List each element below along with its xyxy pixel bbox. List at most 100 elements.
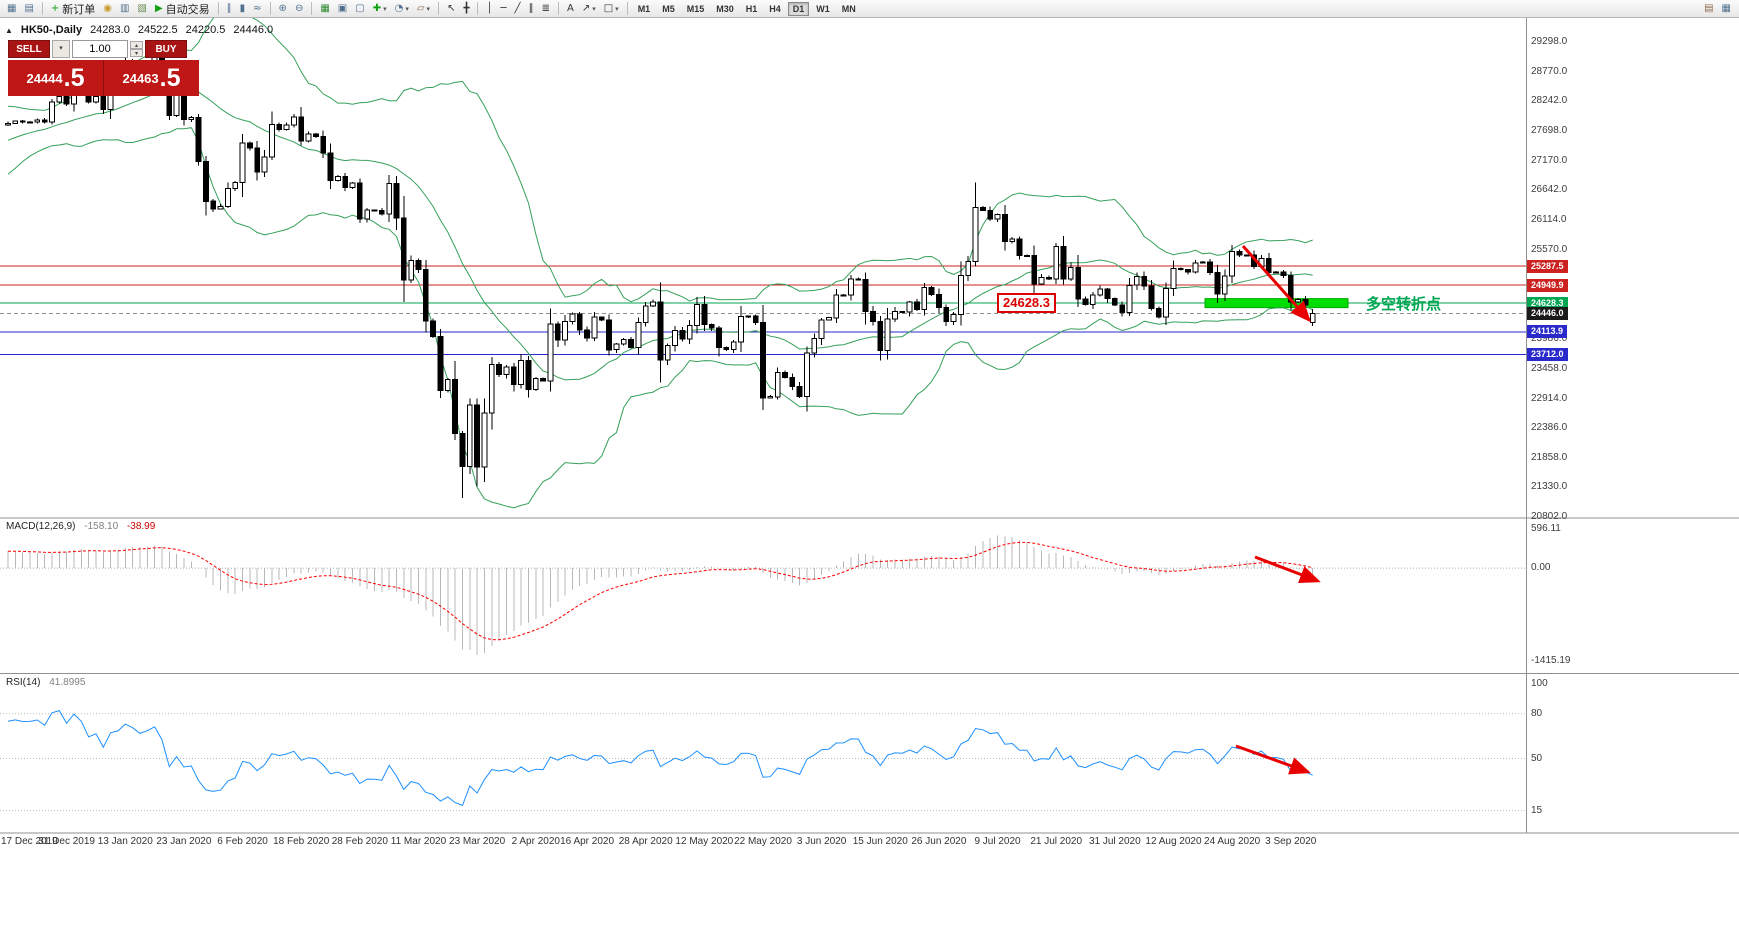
crosshair-icon[interactable]: ╋: [460, 1, 472, 16]
timeframe-button-m30[interactable]: M30: [716, 3, 734, 14]
arrows-icon: ↗: [581, 3, 591, 14]
date-axis-label: 23 Jan 2020: [156, 836, 212, 847]
timeframe-button-m15[interactable]: M15: [686, 3, 705, 14]
toolbar-separator: [557, 2, 559, 15]
zoom-in-icon: ⊕: [278, 3, 287, 14]
economic-calendar-icon[interactable]: ▦: [1719, 1, 1734, 16]
price-axis-label: 29298.0: [1531, 36, 1568, 47]
sell-price-panel[interactable]: 24444.5: [8, 60, 104, 96]
cursor-icon[interactable]: ↖: [444, 1, 458, 16]
volume-dropdown-icon[interactable]: ▾: [52, 40, 70, 58]
sell-button[interactable]: SELL: [8, 40, 50, 58]
timeframe-button-m5[interactable]: M5: [662, 3, 675, 14]
line-chart-icon[interactable]: ≈: [250, 1, 264, 16]
rsi-value: 41.8995: [49, 677, 86, 688]
date-axis-label: 18 Feb 2020: [273, 836, 330, 847]
zoom-out-icon[interactable]: ⊖: [292, 1, 306, 16]
volume-input[interactable]: [72, 40, 128, 58]
shapes-icon[interactable]: □ ▾: [601, 1, 622, 16]
buy-button[interactable]: BUY: [145, 40, 187, 58]
price-tag: 24113.9: [1527, 325, 1568, 339]
highlight-zone: [1204, 298, 1349, 309]
zoom-in-icon[interactable]: ⊕: [276, 1, 290, 16]
rsi-name: RSI(14): [6, 677, 41, 688]
autotrading-button-label: 自动交易: [165, 3, 210, 16]
horizontal-line-icon: ─: [500, 3, 507, 14]
periods-button[interactable]: ◔ ▾: [392, 1, 412, 16]
new-chart-icon: ▦: [7, 3, 17, 14]
date-axis-label: 16 Apr 2020: [560, 836, 615, 847]
new-order-button[interactable]: + 新订单: [48, 1, 98, 16]
templates-button[interactable]: ▱ ▾: [414, 1, 433, 16]
templates-button-dropdown-icon[interactable]: ▾: [426, 5, 431, 13]
date-axis-label: 3 Jun 2020: [796, 836, 847, 847]
templates-button: ▱: [416, 3, 425, 14]
ohlc-close: 24446.0: [233, 24, 274, 36]
timeframe-button-m1[interactable]: M1: [637, 3, 651, 14]
navigator-icon[interactable]: ▧: [134, 1, 149, 16]
timeframe-button-h1[interactable]: H1: [745, 3, 758, 14]
price-tag: 23712.0: [1527, 347, 1568, 361]
date-axis-label: 17 Dec 2019: [1, 836, 58, 847]
vertical-line-icon[interactable]: │: [483, 1, 495, 16]
new-chart-icon[interactable]: ▦: [4, 1, 19, 16]
volume-spinner[interactable]: ▴ ▾: [130, 41, 143, 57]
price-axis-label: 20802.0: [1531, 511, 1568, 522]
trend-arrow-1: [1254, 555, 1321, 584]
cascade-windows-icon[interactable]: ▢: [352, 1, 367, 16]
one-click-trading-panel: SELL ▾ ▴ ▾ BUY 24444.5 24463.5: [8, 40, 200, 96]
trend-arrow-0: [1241, 245, 1311, 323]
arrows-icon-dropdown-icon[interactable]: ▾: [592, 5, 596, 13]
economic-calendar-icon: ▦: [1721, 3, 1731, 14]
chart-symbol-label: HK50-,Daily: [20, 24, 83, 36]
tile-windows-icon[interactable]: ▣: [335, 1, 350, 16]
macd-indicator: [0, 535, 1526, 656]
macd-axis-label: 0.00: [1531, 562, 1551, 574]
ohlc-open: 24283.0: [90, 24, 130, 36]
channel-icon[interactable]: ∥: [526, 1, 537, 16]
indicators-button-dropdown-icon[interactable]: ▾: [383, 5, 387, 13]
grid-icon[interactable]: ▦: [317, 1, 332, 16]
date-axis-label: 11 Mar 2020: [390, 836, 447, 847]
text-icon[interactable]: A: [564, 1, 577, 16]
collapse-panel-icon[interactable]: ▲: [5, 25, 13, 35]
bar-chart-icon[interactable]: ∥: [224, 1, 235, 16]
trendline-icon[interactable]: ╱: [512, 1, 524, 16]
price-axis-label: 28242.0: [1531, 95, 1568, 107]
navigator-icon: ▧: [137, 3, 147, 14]
indicators-button[interactable]: ✚ ▾: [370, 1, 390, 16]
timeframe-button-h4[interactable]: H4: [769, 3, 781, 14]
buy-price-small: 24463: [122, 70, 159, 86]
chart-profiles-icon[interactable]: ▤: [21, 1, 36, 16]
timeframe-button-d1[interactable]: D1: [787, 1, 810, 16]
buy-price-panel[interactable]: 24463.5: [104, 60, 199, 96]
fibonacci-icon[interactable]: ≣: [539, 1, 553, 16]
macd-signal-value: -38.99: [126, 521, 156, 532]
price-axis-label: 21330.0: [1531, 481, 1568, 493]
shapes-icon-dropdown-icon[interactable]: ▾: [615, 5, 619, 13]
macd-label: MACD(12,26,9) -158.10 -38.99: [6, 521, 155, 532]
market-watch-icon[interactable]: ◉: [100, 1, 115, 16]
spinner-down-icon[interactable]: ▾: [130, 49, 143, 57]
timeframe-button-w1[interactable]: W1: [816, 3, 830, 14]
date-axis-label: 3 Sep 2020: [1265, 836, 1317, 847]
data-window-icon[interactable]: ▥: [117, 1, 132, 16]
periods-button-dropdown-icon[interactable]: ▾: [405, 5, 409, 13]
horizontal-line-icon[interactable]: ─: [498, 1, 510, 16]
rsi-axis-label: 100: [1531, 678, 1548, 689]
timeframe-button-mn[interactable]: MN: [841, 3, 856, 14]
zone-price-label[interactable]: 24628.3: [997, 293, 1056, 314]
autotrading-button[interactable]: ▶ 自动交易: [152, 1, 213, 16]
toolbar: ▦ ▤ + 新订单 ◉ ▥ ▧ ▶ 自动交易 ∥ ▮ ≈ ⊕ ⊖ ▦ ▣ ▢ ✚ ▾ ◔ ▾ ▱ ▾ ↖ ╋ │ ─ ╱ ∥ ≣ A ↗ ▾ □ ▾…: [0, 0, 1739, 18]
news-icon[interactable]: ▤: [1701, 1, 1716, 16]
candlestick-chart-icon[interactable]: ▮: [237, 1, 249, 16]
arrows-icon[interactable]: ↗ ▾: [579, 1, 599, 16]
ohlc-high: 24522.5: [137, 24, 178, 36]
date-axis-label: 12 Aug 2020: [1145, 836, 1202, 847]
toolbar-separator: [438, 2, 440, 15]
spinner-up-icon[interactable]: ▴: [130, 41, 143, 49]
sell-price-big: .5: [63, 64, 85, 92]
price-axis-label: 26114.0: [1531, 214, 1567, 225]
rsi-indicator: [0, 710, 1526, 812]
